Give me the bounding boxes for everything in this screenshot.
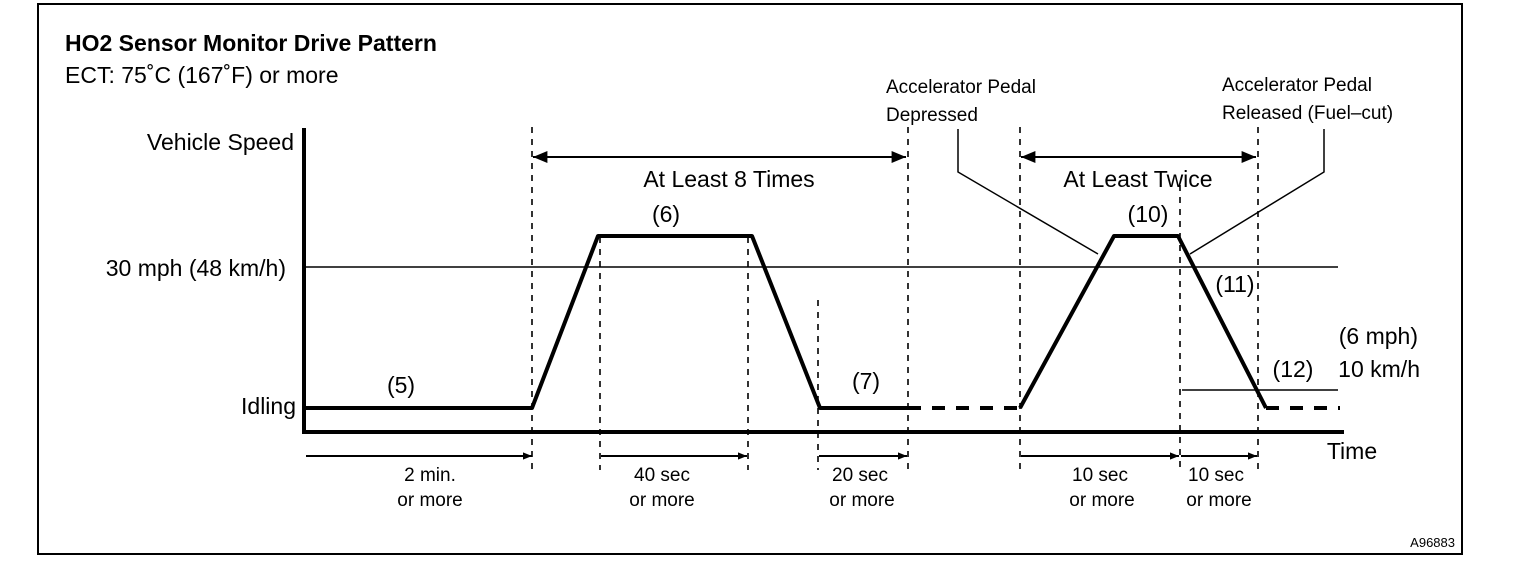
callout-pedal-depressed-line2: Depressed [886,105,978,126]
duration-3-line1: 20 sec [832,465,888,486]
figure-frame [37,3,1463,555]
callout-pedal-released-line1: Accelerator Pedal [1222,75,1372,96]
duration-5-line2: or more [1186,490,1251,511]
duration-4-line2: or more [1069,490,1134,511]
step-12-label: (12) [1273,356,1314,382]
callout-pedal-released-line2: Released (Fuel–cut) [1222,103,1393,124]
level-6mph-label: (6 mph) [1339,323,1418,349]
step-5-label: (5) [387,372,415,398]
diagram-title: HO2 Sensor Monitor Drive Pattern [65,30,437,56]
level-10kmh-label: 10 km/h [1338,356,1420,382]
step-6-label: (6) [652,201,680,227]
speed-30-label: 30 mph (48 km/h) [106,255,286,281]
pedal-released-leader [1189,129,1325,255]
diagram-subtitle: ECT: 75˚C (167˚F) or more [65,62,339,88]
callout-pedal-depressed-line1: Accelerator Pedal [886,77,1036,98]
duration-3-line2: or more [829,490,894,511]
step-11-label: (11) [1215,271,1254,297]
duration-5-line1: 10 sec [1188,465,1244,486]
duration-1-line1: 2 min. [404,465,456,486]
duration-1-line2: or more [397,490,462,511]
speed-profile-second-cycle [1018,234,1268,409]
idling-label: Idling [241,393,296,419]
y-axis-label: Vehicle Speed [147,129,294,155]
pedal-depressed-leader [957,129,1099,255]
figure-id: A96883 [1410,535,1455,550]
step-7-label: (7) [852,368,880,394]
repeat-label-8-times: At Least 8 Times [643,166,814,192]
duration-4-line1: 10 sec [1072,465,1128,486]
duration-2-line1: 40 sec [634,465,690,486]
x-axis-label: Time [1327,438,1377,464]
speed-profile-first-cycle [304,234,908,410]
time-dividers [531,127,1259,470]
step-10-label: (10) [1128,201,1169,227]
repeat-label-twice: At Least Twice [1063,166,1212,192]
duration-2-line2: or more [629,490,694,511]
